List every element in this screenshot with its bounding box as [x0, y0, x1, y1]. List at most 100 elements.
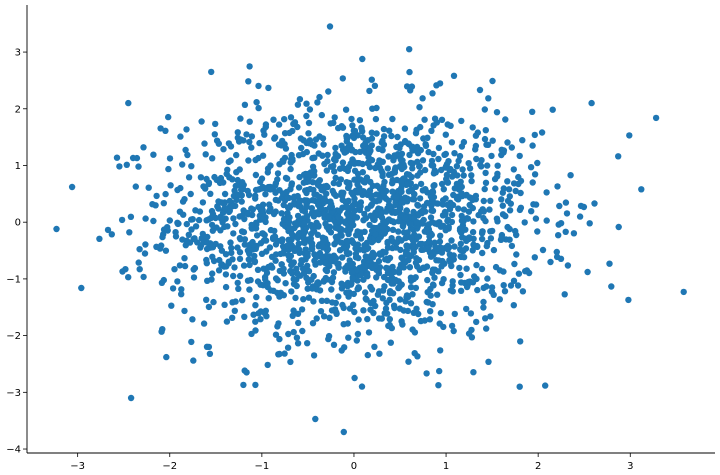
scatter-point: [283, 188, 290, 196]
scatter-point: [284, 344, 292, 351]
scatter-point: [272, 251, 280, 258]
scatter-point: [228, 249, 235, 256]
scatter-point: [158, 328, 165, 335]
scatter-point: [294, 310, 302, 317]
scatter-point: [164, 227, 171, 234]
scatter-point: [389, 218, 397, 225]
scatter-point: [430, 182, 437, 189]
scatter-point: [442, 164, 449, 171]
scatter-point: [135, 259, 142, 266]
scatter-point: [116, 163, 123, 170]
scatter-point: [338, 285, 346, 292]
scatter-point: [291, 247, 298, 254]
scatter-point: [53, 225, 60, 233]
scatter-point: [276, 335, 283, 343]
scatter-point: [209, 253, 216, 260]
scatter-point: [366, 87, 373, 95]
scatter-point: [291, 220, 299, 227]
y-tick-label: −4: [6, 445, 21, 456]
scatter-point: [331, 306, 339, 313]
scatter-point: [416, 195, 424, 202]
scatter-point: [221, 190, 229, 198]
scatter-point: [459, 234, 466, 241]
scatter-point: [318, 111, 325, 119]
scatter-point: [309, 197, 316, 204]
scatter-point: [351, 176, 358, 183]
scatter-point: [252, 302, 259, 309]
y-axis-ticks: −4 −3 −2 −1 0 1 2 3: [6, 48, 27, 456]
scatter-point: [487, 313, 494, 320]
scatter-point: [343, 249, 351, 256]
scatter-point: [508, 144, 515, 151]
scatter-point: [498, 196, 505, 203]
scatter-point: [241, 367, 248, 374]
scatter-point: [376, 250, 384, 257]
scatter-point: [197, 174, 205, 181]
scatter-point: [470, 369, 477, 376]
scatter-point: [438, 249, 446, 256]
scatter-point: [534, 159, 541, 167]
scatter-point: [424, 134, 431, 141]
scatter-point: [162, 127, 169, 134]
scatter-point: [253, 99, 260, 106]
scatter-point: [246, 261, 253, 269]
scatter-point: [429, 281, 437, 288]
scatter-point: [135, 163, 142, 170]
scatter-point: [436, 238, 444, 245]
scatter-point: [366, 221, 373, 229]
scatter-point: [527, 164, 535, 171]
scatter-point: [176, 262, 184, 269]
scatter-point: [245, 191, 253, 199]
scatter-point: [409, 165, 416, 172]
scatter-point: [409, 143, 416, 150]
scatter-point: [412, 284, 420, 292]
scatter-point: [505, 186, 513, 193]
scatter-point: [532, 201, 540, 208]
scatter-point: [389, 180, 396, 187]
scatter-point: [384, 165, 391, 172]
scatter-point: [427, 292, 434, 299]
scatter-point: [396, 296, 404, 303]
scatter-point: [339, 75, 346, 82]
scatter-point: [393, 194, 400, 201]
scatter-point: [474, 286, 481, 294]
scatter-point: [408, 234, 415, 242]
scatter-point: [562, 228, 569, 235]
scatter-point: [141, 250, 149, 257]
scatter-point: [496, 267, 504, 274]
scatter-point: [212, 120, 219, 128]
scatter-point: [324, 151, 331, 159]
scatter-point: [119, 268, 126, 275]
scatter-point: [443, 171, 451, 179]
scatter-point: [421, 166, 429, 174]
scatter-point: [436, 367, 443, 375]
scatter-point: [265, 295, 272, 302]
scatter-point: [204, 239, 211, 246]
scatter-point: [221, 205, 228, 212]
scatter-point: [287, 114, 295, 121]
scatter-point: [403, 292, 411, 299]
scatter-point: [463, 305, 470, 313]
scatter-point: [174, 278, 181, 285]
scatter-point: [221, 301, 228, 308]
scatter-point: [288, 231, 296, 238]
scatter-point: [460, 254, 468, 261]
scatter-point: [425, 238, 433, 245]
scatter-point: [275, 121, 283, 128]
scatter-point: [427, 308, 434, 315]
scatter-point: [475, 211, 482, 219]
scatter-point: [246, 250, 253, 257]
scatter-point: [378, 146, 386, 153]
scatter-point: [299, 207, 306, 214]
scatter-point: [233, 151, 240, 159]
scatter-point: [434, 200, 441, 207]
scatter-point: [355, 284, 362, 291]
scatter-point: [652, 114, 660, 122]
scatter-point: [553, 253, 561, 261]
scatter-point: [482, 127, 489, 134]
scatter-point: [557, 220, 565, 227]
scatter-point: [335, 180, 343, 188]
scatter-point: [531, 254, 538, 261]
scatter-point: [331, 241, 338, 248]
